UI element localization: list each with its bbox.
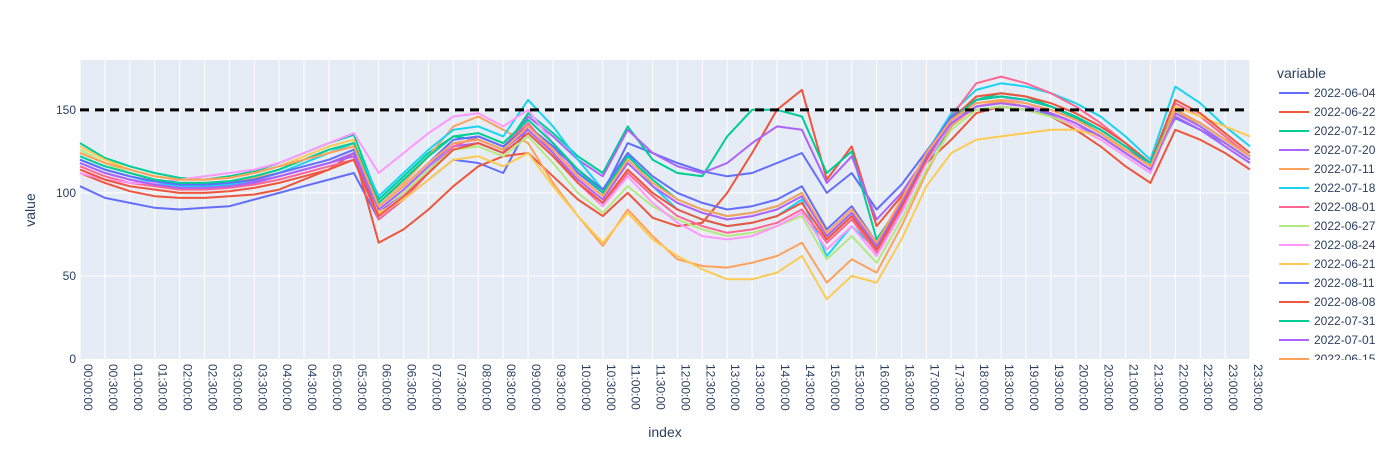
series-line-2022-08-08 [79,92,1251,251]
y-tick-label: 150 [56,103,76,117]
x-tick-label: 07:30:00 [454,364,468,411]
x-tick-label: 03:00:00 [230,364,244,411]
x-tick-label: 11:30:00 [654,364,668,410]
x-tick-label: 18:30:00 [1002,364,1016,411]
legend-item[interactable]: 2022-07-01 [1279,333,1376,347]
legend-item[interactable]: 2022-06-21 [1279,257,1376,271]
legend-item[interactable]: 2022-07-18 [1279,181,1376,195]
x-tick-label: 17:30:00 [952,364,966,411]
x-tick-label: 09:30:00 [554,364,568,411]
x-tick-label: 09:00:00 [529,364,543,411]
x-tick-label: 08:30:00 [504,364,518,411]
x-tick-label: 21:00:00 [1127,364,1141,411]
series-line-2022-07-31 [79,95,1251,247]
x-axis-title: index [648,424,681,440]
x-tick-label: 00:30:00 [106,364,120,411]
legend-label: 2022-06-22 [1314,105,1376,119]
x-tick-label: 23:30:00 [1251,364,1265,411]
legend-label: 2022-07-01 [1314,333,1376,347]
x-tick-label: 13:00:00 [728,364,742,411]
legend-item[interactable]: 2022-06-04 [1279,86,1376,100]
x-tick-label: 05:00:00 [330,364,344,411]
x-tick-label: 19:00:00 [1027,364,1041,411]
x-tick-label: 21:30:00 [1151,364,1165,411]
x-tick-label: 00:00:00 [81,364,95,411]
legend-label: 2022-06-15 [1314,352,1376,366]
legend-label: 2022-08-24 [1314,238,1376,252]
legend-item[interactable]: 2022-06-27 [1279,219,1376,233]
x-tick-label: 08:00:00 [479,364,493,411]
legend-item[interactable]: 2022-06-22 [1279,105,1376,119]
x-tick-label: 14:30:00 [803,364,817,411]
legend: 2022-06-04 2022-06-22 2022-07-12 2022-07-20… [1279,86,1376,366]
x-tick-label: 18:00:00 [977,364,991,411]
x-tick-label: 14:00:00 [778,364,792,411]
x-tick-label: 02:30:00 [205,364,219,411]
legend-label: 2022-08-01 [1314,200,1376,214]
y-tick-label: 50 [63,269,77,283]
legend-item[interactable]: 2022-08-11 [1279,276,1375,290]
series-line-2022-06-04 [79,105,1251,221]
legend-label: 2022-07-18 [1314,181,1376,195]
x-tick-label: 20:00:00 [1077,364,1091,411]
x-tick-label: 04:30:00 [305,364,319,411]
legend-label: 2022-08-11 [1314,276,1375,290]
legend-label: 2022-06-27 [1314,219,1376,233]
x-tick-label: 15:30:00 [853,364,867,411]
series-line-2022-07-01 [79,102,1251,247]
x-tick-label: 03:30:00 [255,364,269,411]
legend-label: 2022-07-20 [1314,143,1376,157]
legend-label: 2022-07-11 [1314,162,1375,176]
series-line-2022-06-15 [79,98,1251,244]
x-tick-label: 06:00:00 [380,364,394,411]
legend-item[interactable]: 2022-07-11 [1279,162,1375,176]
legend-item[interactable]: 2022-07-31 [1279,314,1376,328]
y-tick-label: 0 [69,352,76,366]
x-tick-label: 16:30:00 [902,364,916,411]
legend-label: 2022-07-31 [1314,314,1376,328]
y-tick-label: 100 [56,186,76,200]
x-tick-label: 23:00:00 [1226,364,1240,411]
legend-item[interactable]: 2022-08-24 [1279,238,1376,252]
legend-item[interactable]: 2022-08-01 [1279,200,1376,214]
x-tick-label: 12:00:00 [678,364,692,411]
y-axis-title: value [22,193,38,227]
x-tick-label: 10:30:00 [604,364,618,411]
x-tick-label: 11:00:00 [629,364,643,410]
series-line-2022-08-01 [79,75,1251,254]
x-tick-label: 10:00:00 [579,364,593,411]
x-tick-label: 13:30:00 [753,364,767,411]
x-tick-label: 22:00:00 [1176,364,1190,411]
x-tick-label: 20:30:00 [1102,364,1116,411]
legend-item[interactable]: 2022-06-15 [1279,352,1376,366]
legend-label: 2022-06-21 [1314,257,1376,271]
x-tick-labels: 00:00:00 00:30:00 01:00:00 01:30:00 02:00:00… [81,364,1265,411]
x-tick-label: 07:00:00 [430,364,444,411]
legend-label: 2022-08-08 [1314,295,1376,309]
legend-viewport[interactable]: 2022-06-04 2022-06-22 2022-07-12 2022-07-20… [1279,86,1376,366]
x-tick-label: 05:30:00 [355,364,369,411]
x-tick-label: 06:30:00 [405,364,419,411]
legend-title: variable [1277,65,1326,81]
legend-item[interactable]: 2022-07-12 [1279,124,1376,138]
x-tick-label: 16:00:00 [878,364,892,411]
x-tick-label: 04:00:00 [280,364,294,411]
series-lines [79,75,1251,301]
legend-label: 2022-06-04 [1314,86,1376,100]
x-tick-label: 22:30:00 [1201,364,1215,411]
legend-item[interactable]: 2022-07-20 [1279,143,1376,157]
x-tick-label: 02:00:00 [181,364,195,411]
legend-item[interactable]: 2022-08-08 [1279,295,1376,309]
x-tick-label: 01:30:00 [156,364,170,411]
x-tick-label: 15:00:00 [828,364,842,411]
x-tick-label: 19:30:00 [1052,364,1066,411]
x-tick-label: 01:00:00 [131,364,145,411]
x-tick-label: 12:30:00 [703,364,717,411]
y-tick-labels: 0 50 100 150 [56,103,76,366]
legend-label: 2022-07-12 [1314,124,1376,138]
x-tick-label: 17:00:00 [927,364,941,411]
